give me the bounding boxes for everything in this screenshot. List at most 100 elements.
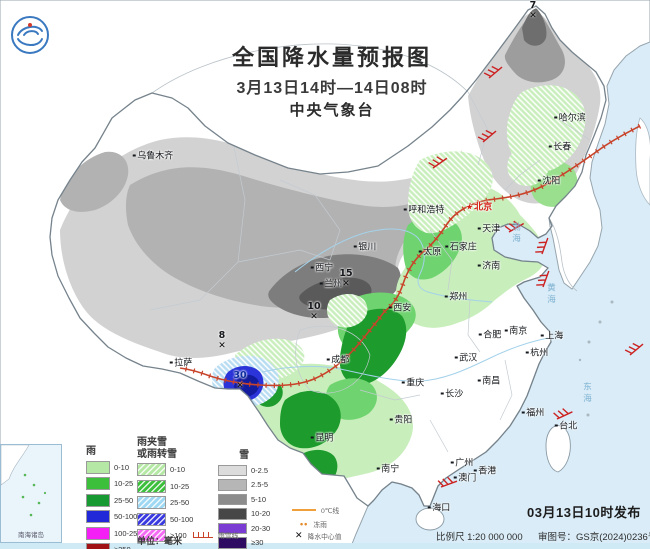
city-label: 上海 (541, 331, 563, 341)
precip-center-icon: ✕ (529, 9, 537, 20)
legend-symbol-freezing-rain: •• 冻雨 (300, 518, 327, 529)
valid-period: 3月13日14时—14日08时 (236, 80, 428, 97)
city-label: 天津 (478, 224, 500, 234)
city-label: 沈阳 (538, 176, 560, 186)
legend-row: 0-2.5 (218, 464, 270, 476)
precip-center-mark: 30 ✕ (233, 370, 247, 390)
legend-row: 50-100 (86, 510, 142, 523)
mongolia-border (151, 43, 469, 94)
legend-swatch (137, 512, 166, 526)
ryukyu-islands (578, 300, 614, 417)
city-label: 郑州 (445, 292, 467, 302)
legend-sleet-column: 雨夹雪 或雨转雪 0-10 10-25 25-50 50-100 ≥100 (137, 437, 193, 546)
capital-star-icon: ★ (465, 202, 474, 212)
legend-swatch (86, 526, 110, 540)
legend-swatch (218, 537, 247, 549)
china-border (49, 5, 607, 507)
legend-swatch (218, 464, 247, 476)
inset-label: 南海诸岛 (18, 532, 44, 539)
legend-symbol-zero-line: 0℃线 (292, 505, 339, 515)
legend-snow-column: 雪 0-2.5 2.5-5 5-10 10-20 20-30 ≥30 (218, 450, 270, 549)
legend-unit: 单位：毫米 (137, 536, 183, 546)
legend-row: 100-250 (86, 526, 142, 540)
precip-center-icon: ✕ (310, 310, 318, 321)
legend-row: ≥30 (218, 537, 270, 549)
city-label: 合肥 (479, 330, 501, 340)
legend-swatch (86, 493, 110, 507)
city-label: 银川 (354, 242, 376, 252)
issue-time: 03月13日10时发布 (527, 505, 641, 520)
precip-center-icon: ✕ (236, 379, 244, 390)
city-label: 重庆 (402, 378, 424, 388)
precip-center-icon: ✕ (218, 339, 226, 350)
legend-swatch (218, 479, 247, 491)
snow-area-northeast-dark (522, 8, 547, 46)
legend-row: ≥250 (86, 543, 142, 549)
city-label: 澳门 (454, 473, 476, 483)
sea-label: 东海 (582, 382, 593, 405)
korea-border (548, 217, 578, 292)
legend-row: 50-100 (137, 512, 193, 526)
south-china-sea-inset: 南海诸岛 (0, 444, 62, 543)
city-label: 太原 (419, 247, 441, 257)
legend-row: 0-10 (86, 460, 142, 474)
legend-row: ≥100 (137, 529, 193, 542)
freezing-rain-icon: •• (300, 518, 309, 529)
legend-row: 10-25 (86, 477, 142, 490)
precip-center-icon: ✕ (342, 277, 350, 288)
city-label: 海口 (428, 503, 450, 513)
legend-swatch (137, 529, 166, 542)
city-label: 哈尔滨 (554, 113, 586, 123)
legend-swatch (137, 479, 166, 493)
legend-row: 10-25 (137, 479, 193, 493)
city-label: 兰州 (320, 279, 342, 289)
city-label: 济南 (478, 261, 500, 271)
legend-row: 0-10 (137, 463, 193, 476)
legend-row: 5-10 (218, 493, 270, 505)
legend-swatch (86, 510, 110, 523)
taiwan-island (545, 425, 571, 473)
precip-center-mark: 10 ✕ (307, 301, 321, 321)
legend-symbol-precip-center: ✕ 降水中心值 (295, 530, 342, 541)
legend-rain-header: 雨 (86, 446, 96, 457)
approval-number: 审图号：GS京(2024)0236号 (538, 532, 650, 543)
legend-row: 25-50 (137, 496, 193, 509)
page-title: 全国降水量预报图 (231, 45, 433, 70)
city-label: 石家庄 (445, 242, 477, 252)
city-label: 长春 (549, 142, 571, 152)
precip-center-mark: 15 ✕ (339, 268, 353, 288)
city-label: 台北 (555, 421, 577, 431)
city-label: 南昌 (478, 376, 500, 386)
legend-swatch (218, 493, 247, 505)
legend-swatch (86, 477, 110, 490)
city-label: 香港 (474, 466, 496, 476)
legend-swatch (137, 463, 166, 476)
city-label: 长沙 (441, 389, 463, 399)
bottom-sea-strip (0, 543, 650, 549)
precip-center-icon: ✕ (295, 530, 303, 540)
city-label: 呼和浩特 (404, 205, 444, 215)
city-label-capital: ★北京 (465, 201, 493, 212)
snow-area-medium-nw (60, 151, 129, 212)
city-label: 南京 (505, 326, 527, 336)
city-label: 乌鲁木齐 (133, 151, 173, 161)
cma-logo (8, 12, 52, 58)
city-label: 南宁 (377, 464, 399, 474)
legend-sleet-header: 雨夹雪 或雨转雪 (137, 437, 177, 460)
legend-swatch (218, 508, 247, 520)
legend-swatch (137, 496, 166, 509)
city-label: 杭州 (526, 348, 548, 358)
city-label: 成都 (327, 355, 349, 365)
city-label: 昆明 (311, 433, 333, 443)
sleet-hatch-lanzhou (327, 294, 368, 328)
city-label: 西安 (389, 303, 411, 313)
zero-degree-line-icon (292, 509, 316, 511)
agency-name: 中央气象台 (289, 102, 375, 119)
legend-swatch (86, 460, 110, 474)
legend-row: 25-50 (86, 493, 142, 507)
legend-swatch (86, 543, 110, 549)
rain-snow-line-icon (193, 532, 213, 538)
city-label: 武汉 (455, 353, 477, 363)
legend-snow-header: 雪 (239, 450, 250, 461)
